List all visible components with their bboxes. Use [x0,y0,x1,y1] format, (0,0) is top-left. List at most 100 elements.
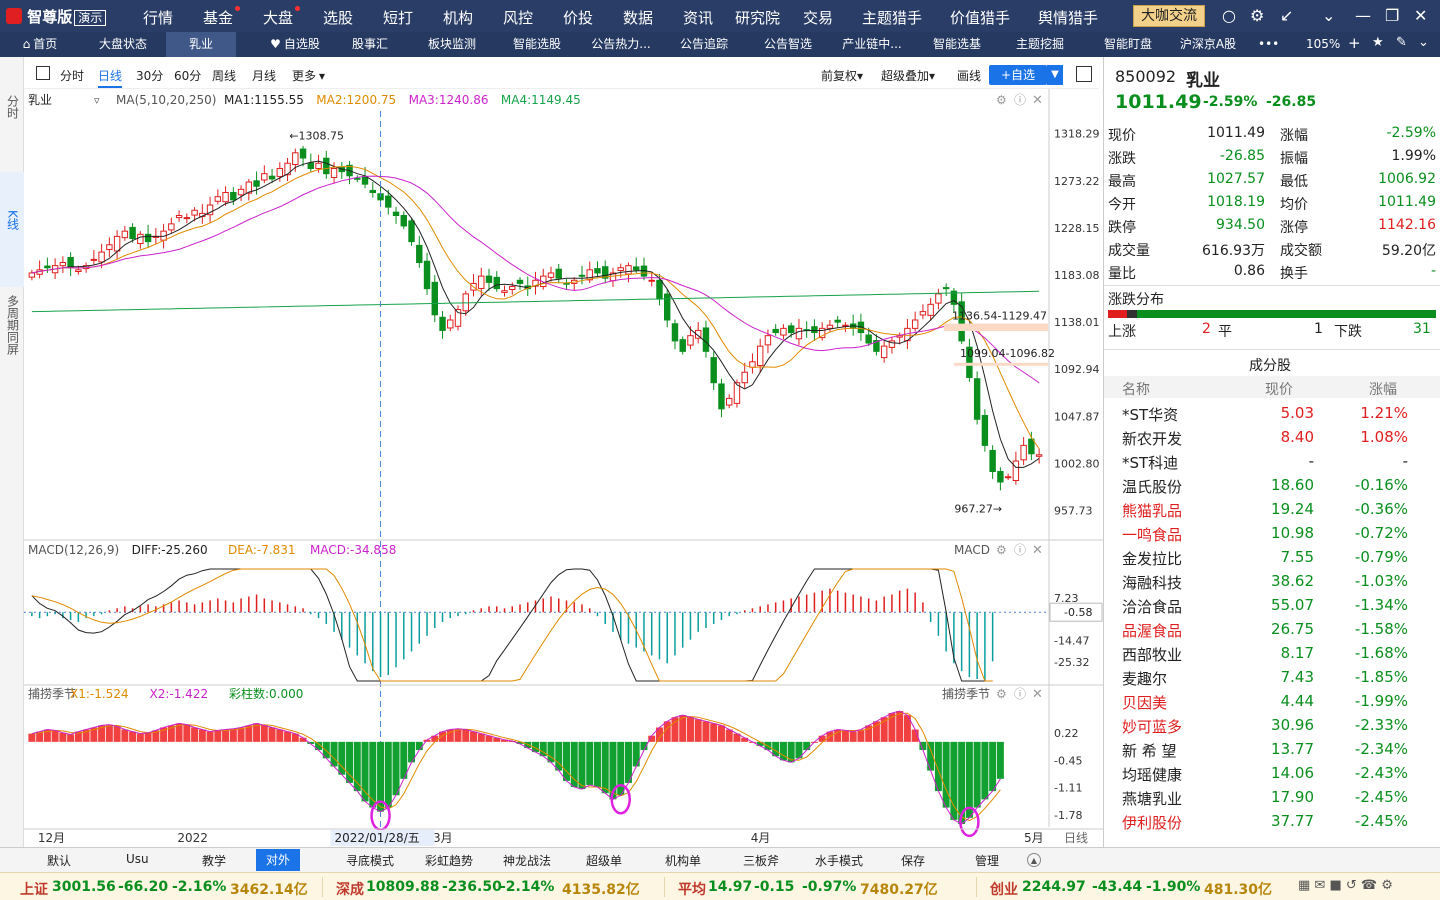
zoom-in-icon[interactable]: + [1348,34,1361,52]
period-0[interactable]: 分时 [60,69,85,83]
list-item[interactable]: 金发拉比 7.55 -0.79% [1104,546,1440,570]
list-item[interactable]: 新农开发 8.40 1.08% [1104,426,1440,450]
chevron-down-icon[interactable]: ⌄ [1418,35,1429,50]
menu-item[interactable]: 研究院 [735,9,781,27]
kline-panel[interactable]: 乳业 ▿ MA(5,10,20,250) MA1:1155.55 MA2:1200.75… [24,89,1103,827]
period-5[interactable]: 月线 [252,69,277,83]
tab-11[interactable]: 智能选基 [920,32,994,57]
menu-item[interactable]: 价值猎手 [950,9,1011,27]
list-item[interactable]: 海融科技 38.62 -1.03% [1104,570,1440,594]
tab-1[interactable]: 大盘状态 [82,32,164,57]
mode-multi-period[interactable]: 多周期同屏 [5,295,20,355]
list-item[interactable]: 品渥食品 26.75 -1.58% [1104,618,1440,642]
tab-2[interactable]: 乳业 [166,32,236,57]
template-6[interactable]: 神龙战法 [503,854,552,868]
template-2[interactable]: 教学 [202,854,227,868]
tab-6[interactable]: 智能选股 [496,32,578,57]
status-icons[interactable]: ▦ ✉ ■ ↺ ☎ ⚙ [1298,878,1393,893]
shrink-icon[interactable]: ↙ [1280,6,1294,25]
close-panel-icon[interactable]: ✕ [1032,687,1043,702]
menu-item[interactable]: 基金 [203,9,234,27]
app-logo[interactable]: 智尊版 演示 [6,6,107,27]
template-9[interactable]: 三板斧 [743,854,780,868]
template-12[interactable]: 管理 [975,854,1000,868]
help-icon[interactable]: ⓘ [1014,93,1026,107]
help-icon[interactable]: ⓘ [1014,543,1026,557]
menu-item[interactable]: 数据 [623,9,654,27]
tab-8[interactable]: 公告追踪 [665,32,743,57]
minimize-icon[interactable]: — [1355,6,1371,25]
list-item[interactable]: 妙可蓝多 30.96 -2.33% [1104,714,1440,738]
list-item[interactable]: 西部牧业 8.17 -1.68% [1104,642,1440,666]
tab-0[interactable]: ⌂ 首页 [10,32,70,57]
tab-4[interactable]: 股事汇 [340,32,400,57]
mode-intraday[interactable]: 分时 [5,95,20,119]
template-4[interactable]: 寻底模式 [346,854,395,868]
draw-line-button[interactable]: 画线 [957,69,982,83]
menu-item[interactable]: 舆情猎手 [1038,9,1099,27]
list-item[interactable]: 麦趣尔 7.43 -1.85% [1104,666,1440,690]
list-item[interactable]: *ST华资 5.03 1.21% [1104,402,1440,426]
star-icon[interactable]: ★ [1372,35,1384,50]
mode-kline[interactable]: K线 [0,172,24,287]
pen-icon[interactable]: ✎ [1396,35,1407,50]
list-item[interactable]: 一鸣食品 10.98 -0.72% [1104,522,1440,546]
menu-item[interactable]: 交易 [803,9,834,27]
close-icon[interactable]: ✕ [1414,6,1428,25]
template-5[interactable]: 彩虹趋势 [425,854,474,868]
template-8[interactable]: 机构单 [665,854,702,868]
template-7[interactable]: 超级单 [586,854,623,868]
menu-item[interactable]: 风控 [503,9,534,27]
menu-item[interactable]: 短打 [383,9,414,27]
overlay-dropdown[interactable]: 超级叠加▾ [881,69,936,83]
list-item[interactable]: 伊利股份 37.77 -2.45% [1104,810,1440,834]
chart-area[interactable]: 乳业 ▿ MA(5,10,20,250) MA1:1155.55 MA2:1200.75… [24,89,1103,847]
tab-10[interactable]: 产业链中... [830,32,914,57]
tab-3[interactable]: ♥ 自选股 [250,32,340,57]
list-item[interactable]: 新 希 望 13.77 -2.34% [1104,738,1440,762]
menu-item[interactable]: 主题猎手 [862,9,923,27]
template-10[interactable]: 水手模式 [815,854,864,868]
coffee-chat-button[interactable]: 大咖交流 [1133,5,1205,27]
legend-dropdown-icon[interactable]: ▿ [94,94,100,107]
add-watch-button[interactable]: +自选 [989,65,1047,85]
period-3[interactable]: 60分 [174,69,202,83]
gear-icon[interactable]: ⚙ [996,687,1007,701]
period-6[interactable]: 更多 ▾ [292,69,326,83]
list-item[interactable]: 均瑶健康 14.06 -2.43% [1104,762,1440,786]
list-item[interactable]: *ST科迪 - - [1104,450,1440,474]
menu-item[interactable]: 行情 [143,9,174,27]
adjust-dropdown[interactable]: 前复权▾ [821,69,864,83]
panel-toggle-icon[interactable] [36,66,50,80]
tab-7[interactable]: 公告热力... [582,32,660,57]
help-icon[interactable]: ⓘ [1014,687,1026,701]
template-1[interactable]: Usu [126,852,149,866]
more-dots-icon[interactable]: ••• [1258,37,1280,51]
template-0[interactable]: 默认 [47,854,72,868]
expand-up-icon[interactable]: ▲ [1027,853,1041,867]
list-item[interactable]: 熊猫乳品 19.24 -0.36% [1104,498,1440,522]
menu-item[interactable]: 资讯 [683,9,714,27]
gear-icon[interactable]: ⚙ [996,93,1007,107]
user-icon[interactable]: ○ [1222,6,1236,25]
menu-item[interactable]: 选股 [323,9,354,27]
period-2[interactable]: 30分 [136,69,164,83]
tab-14[interactable]: 沪深京A股 [1170,32,1246,57]
menu-item[interactable]: 大盘 [263,9,294,27]
period-1[interactable]: 日线 [98,67,123,88]
list-item[interactable]: 洽洽食品 55.07 -1.34% [1104,594,1440,618]
tab-9[interactable]: 公告智选 [748,32,828,57]
add-watch-dropdown-icon[interactable]: ▼ [1047,65,1063,85]
minimize-chevron-icon[interactable]: ⌄ [1322,6,1336,25]
menu-item[interactable]: 机构 [443,9,474,27]
layout-icon[interactable] [1076,66,1092,82]
template-3[interactable]: 对外 [256,849,301,871]
macd-panel[interactable]: MACD(12,26,9) DIFF:-25.260 DEA:-7.831 MACD:… [24,543,1103,686]
restore-icon[interactable]: ❐ [1385,6,1400,25]
menu-item[interactable]: 价投 [563,9,594,27]
list-item[interactable]: 贝因美 4.44 -1.99% [1104,690,1440,714]
close-panel-icon[interactable]: ✕ [1032,543,1043,558]
tab-12[interactable]: 主题挖掘 [1002,32,1078,57]
settings-icon[interactable]: ⚙ [1250,6,1265,25]
